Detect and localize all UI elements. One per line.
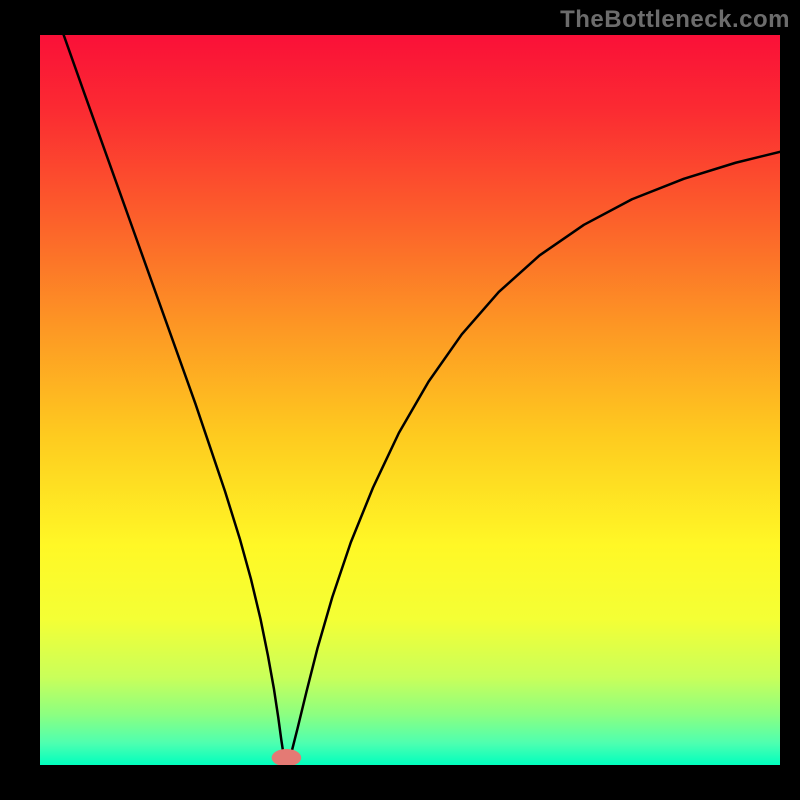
gradient-background	[40, 35, 780, 765]
chart-svg	[40, 35, 780, 765]
chart-container: TheBottleneck.com	[0, 0, 800, 800]
plot-area	[40, 35, 780, 765]
watermark-label: TheBottleneck.com	[560, 6, 790, 34]
